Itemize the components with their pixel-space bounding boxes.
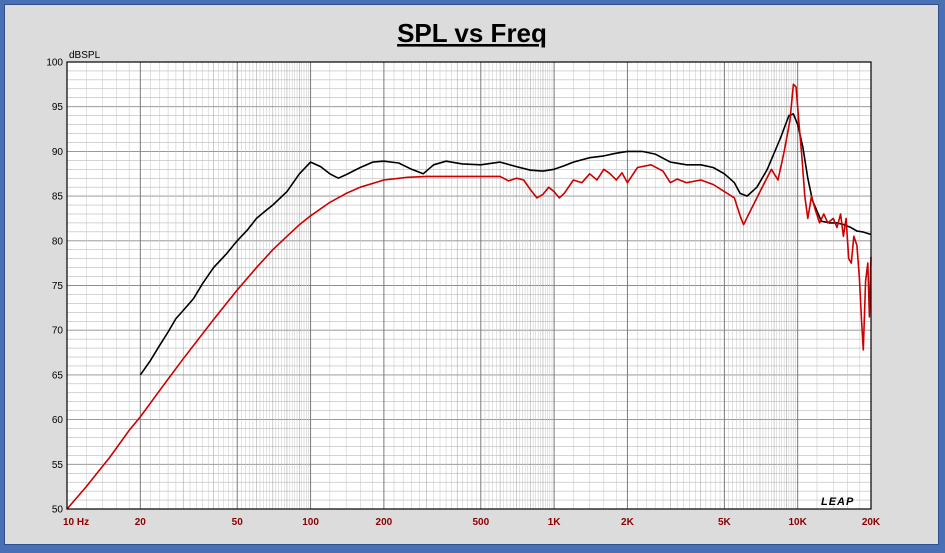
spl-chart: SPL vs Freq dBSPL 100 95 90 85 80 75 70 65 60 55 5… — [46, 18, 881, 528]
x-tick-label: 5K — [718, 517, 732, 528]
y-tick-label: 80 — [52, 236, 64, 247]
y-tick-label: 75 — [52, 281, 64, 292]
x-tick-label: 10K — [789, 517, 808, 528]
y-axis-label: dBSPL — [69, 50, 101, 61]
series-layer — [66, 83, 872, 510]
x-tick-label: 20 — [135, 517, 147, 528]
x-tick-label: 500 — [472, 517, 489, 528]
chart-window: SPL vs Freq dBSPL 100 95 90 85 80 75 70 65 60 55 5… — [4, 4, 939, 545]
y-tick-label: 65 — [52, 370, 64, 381]
x-tick-label: 10 Hz — [63, 517, 89, 528]
x-tick-label: 50 — [232, 517, 244, 528]
y-tick-label: 50 — [52, 505, 64, 516]
y-tick-label: 70 — [52, 326, 64, 337]
plot-border — [66, 61, 872, 510]
y-tick-label: 85 — [52, 192, 64, 203]
x-tick-label: 20K — [862, 517, 881, 528]
x-tick-label: 2K — [621, 517, 635, 528]
series-line-2 — [66, 83, 872, 510]
y-tick-label: 95 — [52, 102, 64, 113]
y-tick-label: 90 — [52, 147, 64, 158]
series-line-1 — [139, 113, 872, 376]
x-tick-labels: 10 Hz 20 50 100 200 500 1K 2K 5K 10K 20K — [63, 517, 881, 528]
leap-watermark: LEAP — [821, 496, 854, 508]
x-tick-label: 200 — [376, 517, 393, 528]
y-tick-labels: 100 95 90 85 80 75 70 65 60 55 50 — [46, 58, 63, 516]
y-tick-label: 60 — [52, 415, 64, 426]
x-tick-label: 1K — [548, 517, 562, 528]
grid — [67, 62, 871, 509]
y-tick-label: 100 — [46, 58, 63, 69]
chart-title: SPL vs Freq — [397, 18, 547, 48]
y-tick-label: 55 — [52, 460, 64, 471]
x-tick-label: 100 — [302, 517, 319, 528]
